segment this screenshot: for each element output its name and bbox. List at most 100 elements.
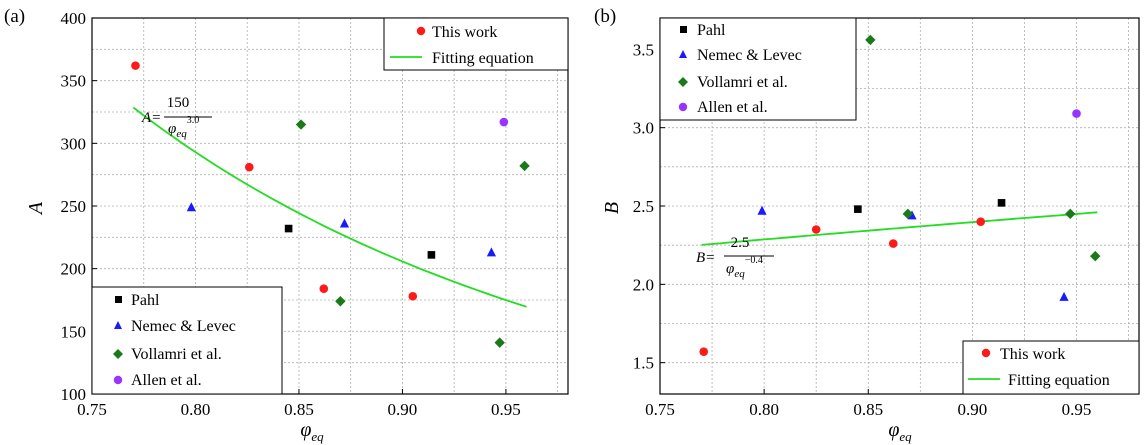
panel-b-legend-datasets: Pahl Nemec & Levec Vollamri et al. Allen… xyxy=(659,17,857,121)
panel-a: (a) 0.75 0.80 0.85 0.90 0.95 100 150 200 250 300 3… xyxy=(4,6,569,444)
panel-a-legend-fit: This work Fitting equation xyxy=(383,17,569,71)
panel-b-vollamri-et-al-point xyxy=(902,208,914,220)
panel-a-fitting-curve xyxy=(132,106,527,308)
panel-b-pahl-point xyxy=(997,199,1006,207)
panel-a-eq-den-sup: 3.0 xyxy=(187,115,200,126)
panel-b-fit-layer xyxy=(701,211,1098,246)
panel-b: (b) 0.75 0.80 0.85 0.90 0.951.52.02.53.03.5 … xyxy=(594,6,1140,444)
panel-b-eq-den-base: φ xyxy=(726,261,734,277)
panel-a-legend-this-work-marker xyxy=(416,26,426,36)
panel-a-nemec-levec-point xyxy=(486,247,497,257)
panel-a-vollamri-et-al-point xyxy=(335,296,346,307)
panel-a-nemec-levec-point xyxy=(186,202,196,212)
panel-b-vollamri-et-al-point xyxy=(1065,208,1076,220)
panel-b-y-axis-title: B xyxy=(601,202,623,214)
panel-b-allen-et-al-point xyxy=(1072,109,1081,118)
panel-a-y-tick-label: 400 xyxy=(61,9,87,28)
panel-a-legend-fit-box xyxy=(383,17,569,71)
panel-b-vollamri-et-al-point xyxy=(865,34,876,46)
panel-b-legend-datasets-box xyxy=(659,17,857,121)
panel-b-eq-den-sub: eq xyxy=(734,268,745,280)
panel-a-legend-nemec-label: Nemec & Levec xyxy=(131,318,236,335)
panel-a-y-tick-label: 250 xyxy=(61,197,87,216)
panel-a-equation: A= 150 φeq3.0 xyxy=(141,95,212,140)
panel-a-x-title-base: φ xyxy=(300,419,311,441)
panel-a-pahl-point xyxy=(284,224,293,233)
panel-b-legend-allen-label: Allen et al. xyxy=(697,99,768,116)
panel-b-equation: B= 2.5 φeq−0.4 xyxy=(696,235,774,280)
panel-a-this-work-point xyxy=(244,162,254,172)
panel-a-y-axis-title: A xyxy=(25,201,47,216)
panel-b-points-layer xyxy=(699,34,1101,357)
panel-a-legend-datasets-box xyxy=(91,286,283,395)
panel-b-pahl-point xyxy=(854,205,862,213)
panel-a-x-tick-label: 0.75 xyxy=(77,400,107,419)
panel-b-eq-numerator: 2.5 xyxy=(731,235,750,251)
panel-b-this-work-point xyxy=(699,347,709,357)
panel-a-x-axis-title: φeq xyxy=(300,419,324,444)
panel-b-x-tick-label: 0.75 xyxy=(645,400,675,419)
panel-a-ticks: 0.75 0.80 0.85 0.90 0.95 100 150 200 250 300 350 40… xyxy=(61,9,521,419)
panel-a-x-tick-label: 0.90 xyxy=(388,400,418,419)
panel-b-legend-pahl-marker xyxy=(680,26,687,33)
panel-b-fitting-curve xyxy=(701,211,1098,246)
panel-b-legend-this-work-label: This work xyxy=(1000,346,1065,363)
panel-b-x-axis-title: φeq xyxy=(888,419,912,444)
panel-a-x-tick-label: 0.95 xyxy=(491,400,521,419)
panel-b-nemec-levec-point xyxy=(757,205,767,215)
panel-b-nemec-levec-point xyxy=(1059,291,1069,301)
panel-b-legend-pahl-label: Pahl xyxy=(697,22,726,39)
panel-a-label: (a) xyxy=(4,6,25,27)
panel-b-x-tick-label: 0.90 xyxy=(958,400,988,419)
panel-a-eq-denominator: φeq3.0 xyxy=(168,115,199,140)
panel-a-nemec-levec-point xyxy=(339,218,350,228)
panel-a-vollamri-et-al-point xyxy=(295,119,307,130)
panel-a-legend-nemec-marker xyxy=(114,321,122,329)
panel-a-legend-pahl-marker xyxy=(115,296,122,303)
panel-b-eq-den-sup: −0.4 xyxy=(745,255,763,266)
panel-b-legend-fit: This work Fitting equation xyxy=(962,340,1140,395)
panel-b-y-tick-label: 3.5 xyxy=(633,40,654,59)
panel-a-points-layer xyxy=(131,61,530,348)
panel-a-allen-et-al-point xyxy=(499,117,509,127)
panel-b-legend-fit-box xyxy=(962,340,1140,395)
panel-a-pahl-point xyxy=(427,251,436,259)
panel-b-x-tick-label: 0.85 xyxy=(853,400,883,419)
panel-b-eq-denominator: φeq−0.4 xyxy=(726,255,763,280)
panel-a-y-tick-label: 350 xyxy=(61,72,87,91)
panel-a-y-tick-label: 100 xyxy=(61,385,87,404)
panel-a-legend-datasets: Pahl Nemec & Levec Vollamri et al. Allen… xyxy=(91,286,283,395)
panel-b-legend-vollamri-label: Vollamri et al. xyxy=(697,74,788,91)
panel-b-ticks: 0.75 0.80 0.85 0.90 0.95 1.5 2.0 2.5 3.0 3.5 xyxy=(633,40,1092,419)
panel-a-grid xyxy=(92,18,568,394)
panel-a-legend-fit-label: Fitting equation xyxy=(432,50,534,67)
panel-b-x-title-sub: eq xyxy=(899,429,912,444)
panel-a-legend-vollamri-marker xyxy=(113,349,123,359)
panel-a-x-tick-label: 0.85 xyxy=(284,400,314,419)
panel-a-x-tick-label: 0.80 xyxy=(181,400,211,419)
panel-b-x-tick-label: 0.80 xyxy=(749,400,779,419)
panel-a-this-work-point xyxy=(319,284,329,294)
panel-b-legend-nemec-label: Nemec & Levec xyxy=(697,47,802,64)
panel-a-this-work-point xyxy=(131,61,140,70)
panel-a-eq-den-base: φ xyxy=(168,121,176,137)
panel-b-legend-nemec-marker xyxy=(679,50,687,58)
panel-b-y-tick-label: 2.0 xyxy=(633,275,654,294)
panel-b-legend-vollamri-marker xyxy=(678,77,688,87)
panel-b-x-tick-label: 0.95 xyxy=(1062,400,1092,419)
panel-b-y-tick-label: 2.5 xyxy=(633,197,654,216)
panel-b-this-work-point xyxy=(811,225,821,234)
panel-b-this-work-point xyxy=(888,239,898,248)
panel-b-legend-this-work-marker xyxy=(981,348,991,358)
panel-b-eq-lhs: B= xyxy=(696,250,715,266)
panel-a-y-tick-label: 150 xyxy=(61,322,87,341)
panel-a-y-tick-label: 200 xyxy=(61,260,87,279)
panel-a-vollamri-et-al-point xyxy=(494,337,505,348)
panel-a-legend-pahl-label: Pahl xyxy=(131,292,160,309)
panel-a-legend-vollamri-label: Vollamri et al. xyxy=(131,346,222,363)
panel-a-legend-this-work-label: This work xyxy=(432,24,497,41)
panel-b-this-work-point xyxy=(976,217,986,226)
panel-a-vollamri-et-al-point xyxy=(519,160,530,172)
panel-a-legend-allen-marker xyxy=(113,375,123,385)
